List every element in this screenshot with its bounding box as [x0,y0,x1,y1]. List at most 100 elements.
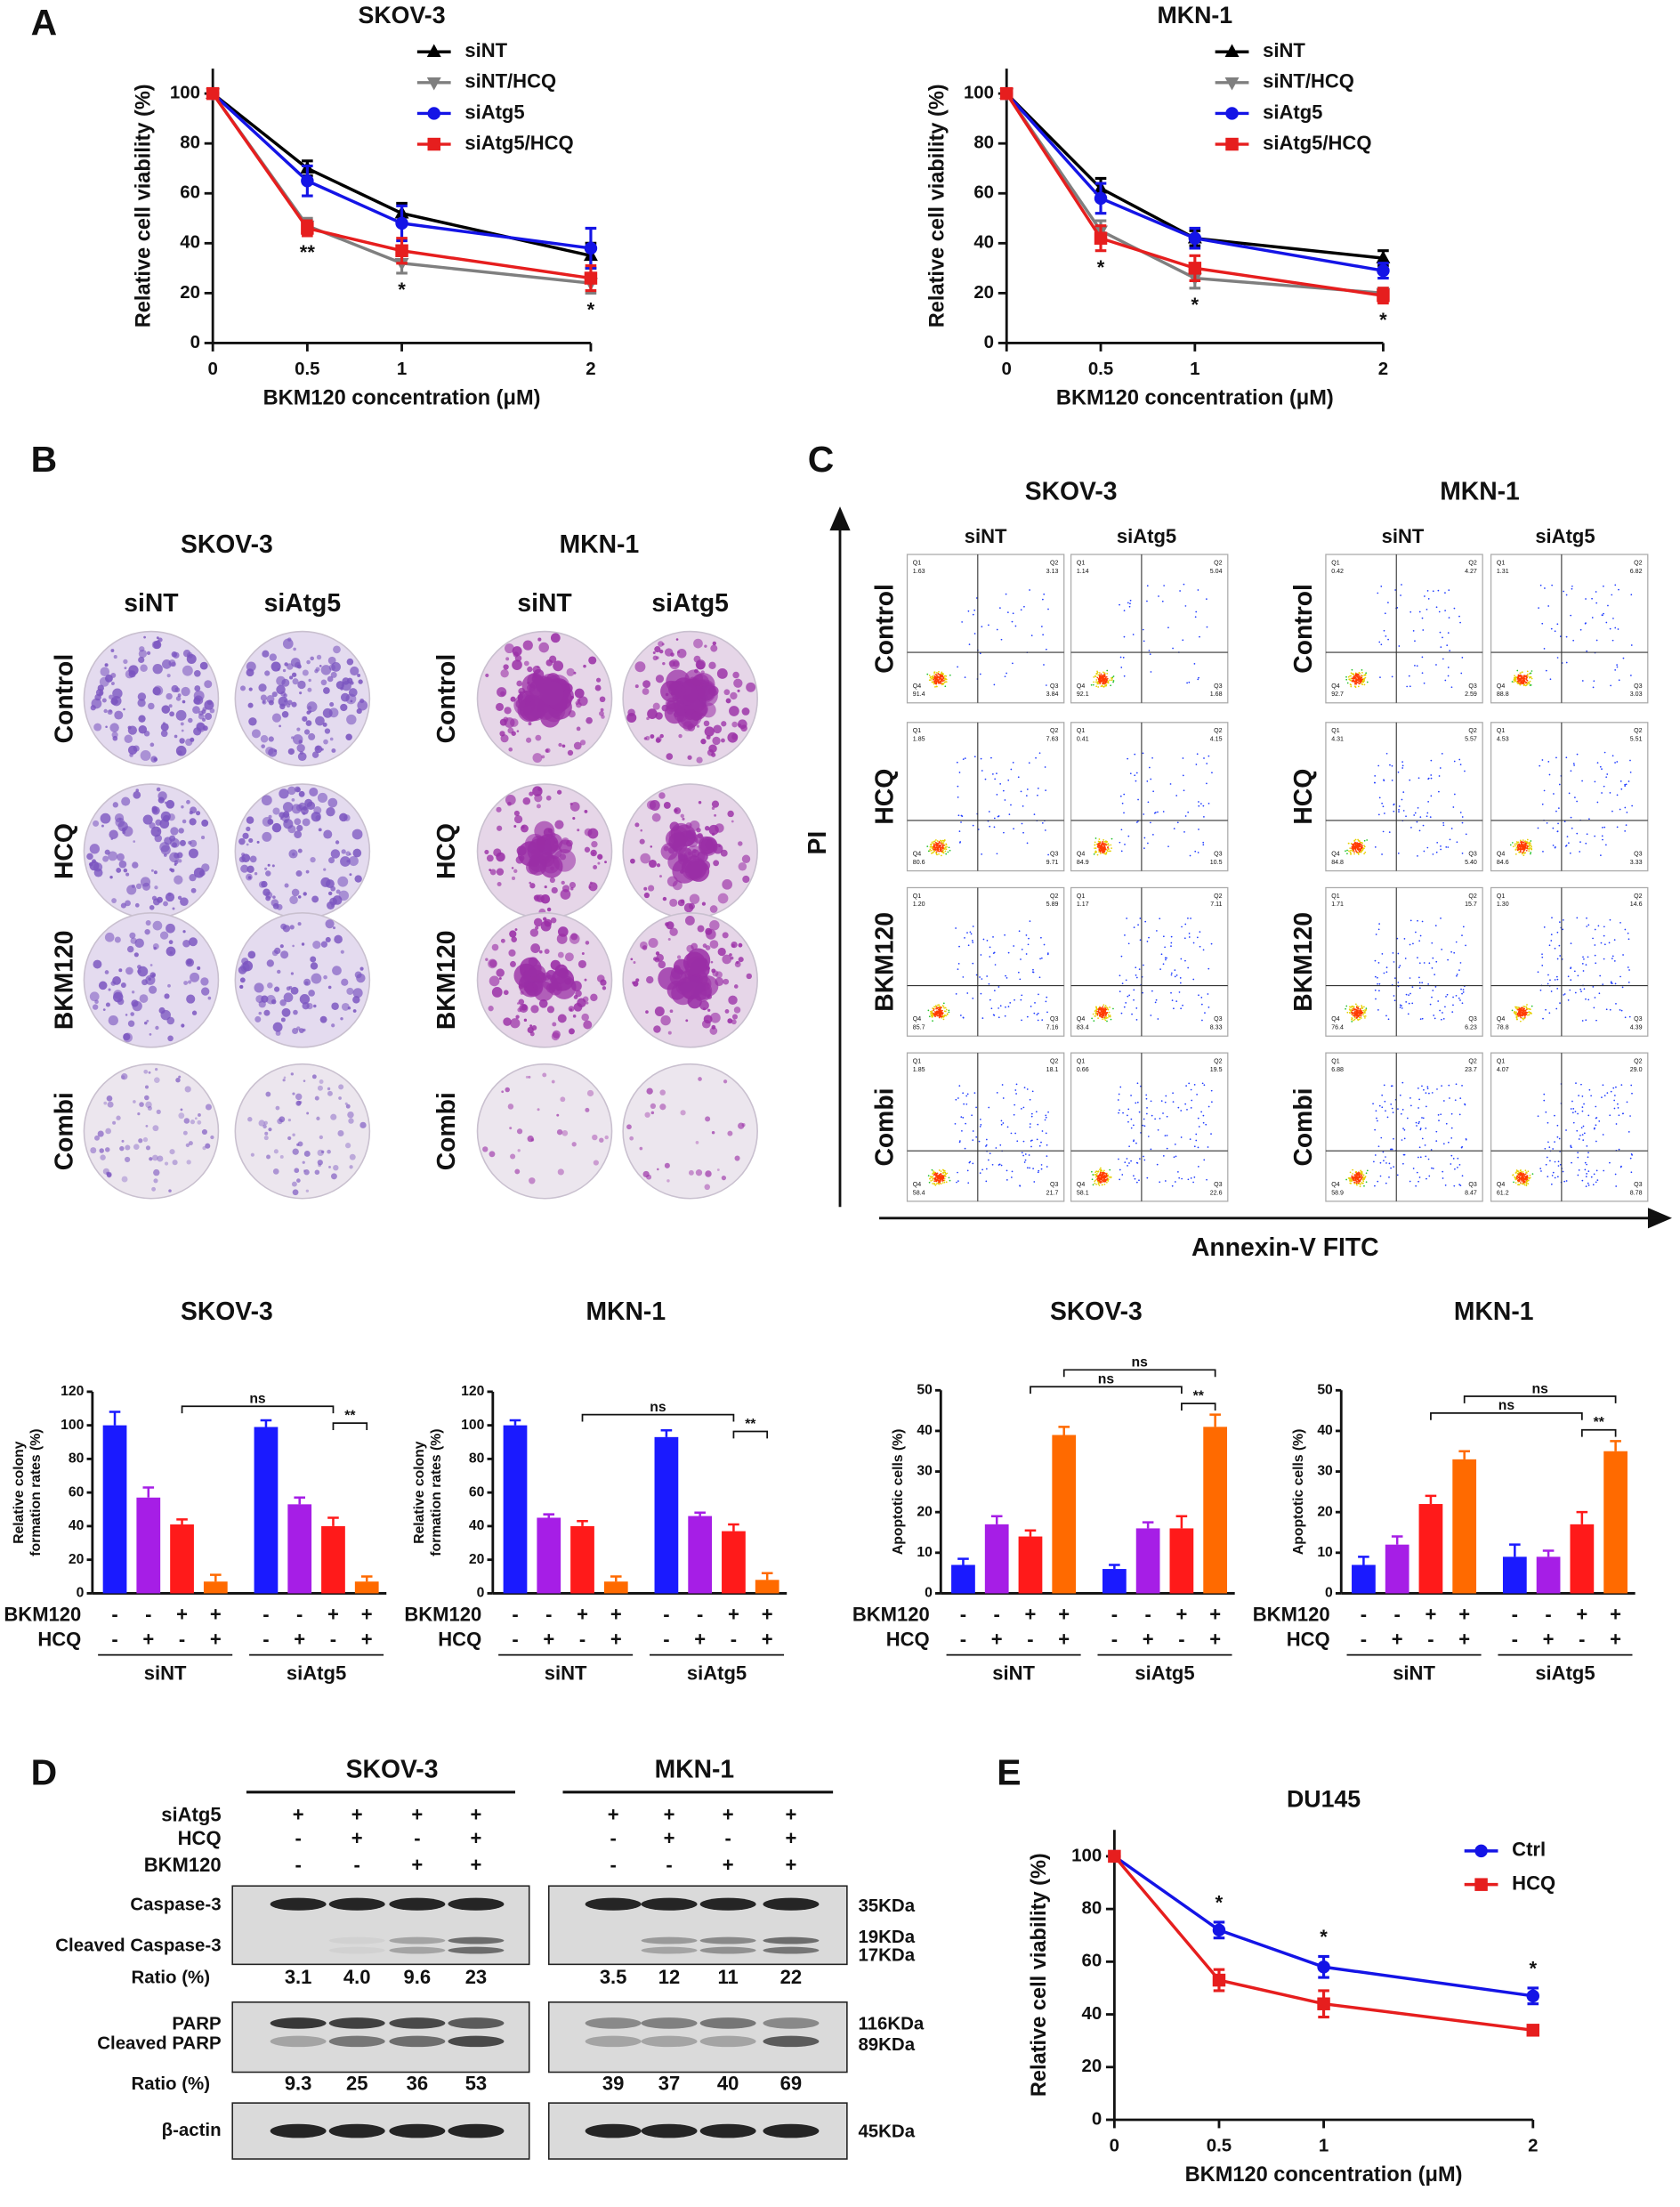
colony [138,725,148,734]
event-dot [1386,1116,1389,1119]
colony [503,716,509,723]
treatment-sign: - [1111,1603,1118,1625]
colony [513,814,523,824]
event-dot [1459,812,1462,813]
event-dot [1194,850,1197,853]
colony [529,881,532,885]
event-dot [1401,1005,1402,1006]
chart-title: SKOV-3 [1050,1297,1143,1325]
event-dot [1349,1182,1352,1184]
colony [116,1115,121,1120]
point [1108,1849,1121,1863]
event-dot [1199,945,1201,948]
event-dot [1357,849,1360,852]
colony [279,1154,284,1159]
y-axis-label: Relative cell viability (%) [925,84,948,327]
event-dot [1119,656,1122,659]
colony [484,849,489,854]
event-dot [940,683,941,684]
event-dot [1029,1167,1030,1169]
event-dot [988,1159,989,1161]
event-dot [1393,1166,1395,1168]
event-dot [933,1180,936,1183]
point [1094,231,1108,245]
event-dot [1375,934,1377,935]
event-dot [1012,761,1014,764]
event-dot [1351,1016,1353,1019]
quadrant-value: 3.84 [1046,691,1059,698]
event-dot [1363,1184,1365,1187]
y-tick-label: 100 [461,1418,484,1433]
event-dot [1423,850,1426,853]
event-dot [1029,589,1030,591]
significance-label: ns [1098,1371,1115,1386]
event-dot [942,1169,945,1172]
event-dot [1166,1135,1168,1136]
event-dot [1136,1082,1139,1085]
colony [282,811,290,818]
event-dot [1361,849,1364,852]
colony [674,808,678,812]
colony [536,804,541,809]
x-axis-label: Annexin-V FITC [1191,1233,1379,1261]
colony [321,1150,325,1154]
event-dot [996,628,998,631]
event-dot [944,685,947,688]
quadrant-value: 0.41 [1077,737,1089,743]
event-dot [1360,849,1361,851]
treatment-sign: + [294,1629,305,1651]
event-dot [933,1174,935,1176]
event-dot [1351,680,1353,683]
colony [268,736,274,742]
event-dot [1040,1164,1043,1166]
event-dot [1120,829,1123,831]
event-dot [1018,930,1021,933]
colony [349,1165,353,1169]
y-tick-label: 10 [1317,1545,1333,1560]
colony [281,710,289,718]
colony [172,842,178,848]
event-dot [945,1008,948,1011]
significance-mark: * [1191,294,1199,316]
colony [508,949,516,957]
event-dot [1427,598,1430,600]
event-dot [1353,673,1354,675]
event-dot [1150,821,1151,824]
event-dot [937,1006,940,1009]
event-dot [941,1182,944,1184]
colony [573,671,577,675]
event-dot [1181,926,1183,928]
colony [488,1006,494,1012]
colony [308,990,315,997]
colony [676,649,687,659]
event-dot [928,1181,931,1184]
flow-plot [1325,722,1483,872]
event-dot [1210,942,1213,945]
event-dot [964,1147,966,1150]
event-dot [1133,1175,1135,1177]
event-dot [1010,1132,1013,1135]
colony [144,1085,149,1089]
colony [723,978,730,985]
y-tick-label: 0 [477,1586,485,1601]
colony [536,894,545,903]
colony [292,1189,299,1196]
event-dot [1202,804,1205,807]
quadrant-value: 10.5 [1210,860,1223,866]
event-dot [1409,977,1411,979]
event-dot [1455,941,1458,943]
colony [268,814,272,819]
event-dot [1396,1174,1399,1176]
event-dot [1462,989,1465,991]
y-tick-label: 20 [973,282,994,303]
colony [275,1031,281,1036]
event-dot [1418,1098,1420,1101]
colony [262,650,270,658]
event-dot [979,976,981,978]
colony [210,1135,214,1140]
event-dot [936,1179,938,1182]
colony [496,806,502,812]
colony [513,825,517,828]
quadrant-name: Q4 [1077,1182,1085,1188]
treatment-sign: - [697,1603,703,1625]
